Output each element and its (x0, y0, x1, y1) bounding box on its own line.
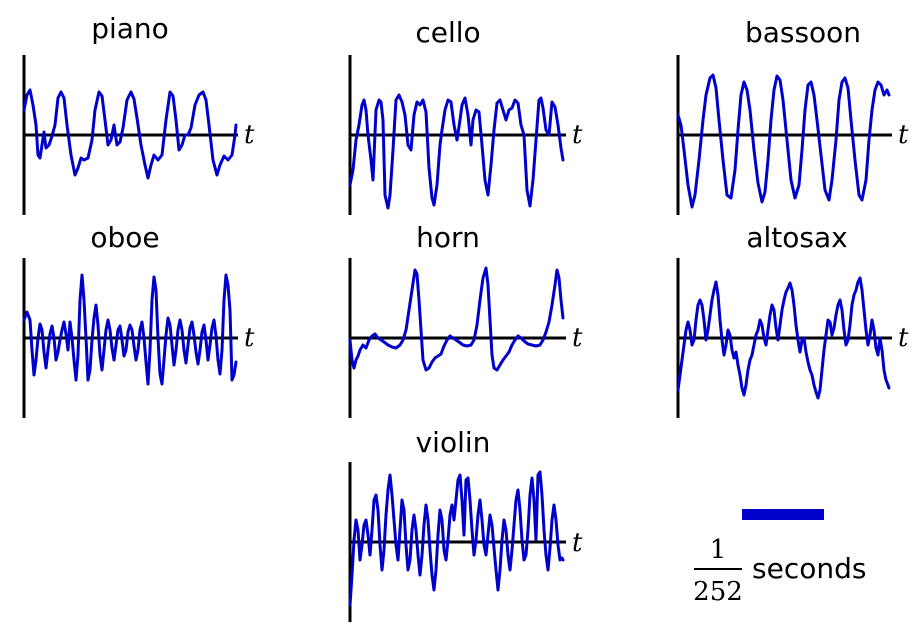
scale-bar-units: seconds (752, 552, 866, 585)
scale-bar-numerator: 1 (710, 535, 727, 565)
scale-bar-denominator: 252 (693, 577, 743, 607)
scale-bar (742, 509, 824, 520)
waveform-bassoon (676, 73, 891, 209)
scale-bar-legend: 1 252 seconds (693, 509, 866, 607)
panel-title-oboe: oboe (90, 221, 159, 254)
t-axis-label: t (572, 323, 583, 353)
panel-title-piano: piano (91, 12, 169, 45)
panel-altosax: altosax t (676, 221, 909, 418)
panel-oboe: oboe t (22, 221, 255, 418)
waveform-oboe (22, 273, 238, 386)
waveform-altosax (676, 276, 891, 400)
panel-title-horn: horn (416, 221, 480, 254)
panel-violin: violin t (348, 426, 583, 622)
panel-title-cello: cello (415, 16, 480, 49)
waveform-violin (348, 470, 565, 607)
panel-horn: horn t (348, 221, 583, 418)
t-axis-label: t (572, 120, 583, 150)
t-axis-label: t (898, 323, 909, 353)
waveform-cello (348, 93, 565, 210)
t-axis-label: t (244, 323, 255, 353)
waveform-horn (348, 266, 565, 372)
panel-cello: cello t (348, 16, 583, 215)
t-axis-label: t (572, 528, 583, 558)
panel-piano: piano t (22, 12, 255, 215)
t-axis-label: t (244, 120, 255, 150)
waveform-piano (22, 88, 238, 180)
panel-title-bassoon: bassoon (745, 16, 861, 49)
t-axis-label: t (898, 120, 909, 150)
panel-bassoon: bassoon t (676, 16, 909, 215)
panel-title-altosax: altosax (746, 221, 847, 254)
panel-title-violin: violin (416, 426, 491, 459)
